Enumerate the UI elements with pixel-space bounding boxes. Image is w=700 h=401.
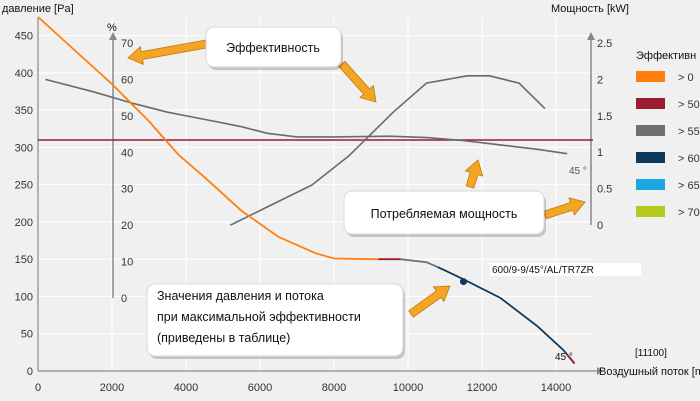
model-label-box (490, 263, 641, 276)
legend-label: > 55 (678, 126, 700, 138)
callout-arrow (127, 39, 208, 66)
unit-code: [11100] (635, 348, 667, 359)
efficiency-axis-arrow (109, 32, 117, 40)
power-axis-arrow (587, 32, 595, 40)
legend-swatch (636, 71, 665, 82)
efficiency-tick-label: 70 (121, 38, 133, 50)
legend-swatch (636, 179, 665, 190)
callout-arrow (408, 285, 451, 318)
power-tick-label: 0.5 (597, 184, 612, 196)
legend-label: > 50 (678, 99, 700, 111)
legend-swatch (636, 98, 665, 109)
pressure-tick-label: 50 (21, 329, 33, 341)
pressure-curve-segment (566, 354, 576, 365)
pressure-tick-labels: 0 50 100 150 200 250 300 350 400 450 (15, 31, 33, 378)
pressure-tick-label: 350 (15, 105, 33, 117)
efficiency-tick-labels: 0 10 20 30 40 50 60 70 (121, 38, 133, 305)
efficiency-axis-unit: % (107, 22, 117, 34)
airflow-tick-label: 12000 (467, 382, 498, 394)
efficiency-curve (230, 75, 546, 226)
power-tick-label: 2 (597, 74, 603, 86)
efficiency-tick-label: 20 (121, 220, 133, 232)
efficiency-tick-label: 10 (121, 257, 133, 269)
legend-label: > 60 (678, 153, 700, 165)
efficiency-tick-label: 30 (121, 184, 133, 196)
legend-label: > 0 (678, 72, 694, 84)
power-tick-label: 2.5 (597, 38, 612, 50)
airflow-tick-label: 14000 (541, 382, 572, 394)
airflow-tick-label: 6000 (248, 382, 272, 394)
legend-label: > 70 (678, 207, 700, 219)
airflow-tick-labels: 0 2000 4000 6000 8000 10000 12000 14000 (35, 382, 571, 394)
legend-label: > 65 (678, 180, 700, 192)
best-efficiency-point (460, 278, 467, 286)
pressure-tick-label: 250 (15, 180, 33, 192)
pressure-tick-label: 400 (15, 68, 33, 80)
callout-text: (приведены в таблице) (157, 331, 290, 345)
y-right-title: Мощность [kW] (551, 3, 629, 15)
efficiency-tick-label: 0 (121, 293, 127, 305)
x-axis-arrow (597, 367, 603, 375)
callout-arrow (464, 159, 484, 189)
callout-arrow (338, 60, 377, 103)
callout-box (146, 283, 404, 357)
efficiency-tick-label: 60 (121, 74, 133, 86)
pressure-curve-segment (437, 266, 576, 365)
pressure-tick-label: 0 (27, 366, 33, 378)
callout-text: Потребляемая мощность (371, 207, 518, 221)
y-left-title: давление [Pa] (2, 3, 74, 15)
series-layer (37, 16, 593, 365)
pressure-tick-label: 450 (15, 31, 33, 43)
pressure-curve-segment (400, 258, 438, 268)
callout-text: при максимальной эффективности (157, 310, 361, 324)
power-curve (45, 78, 568, 155)
legend-title: Эффективн (636, 50, 696, 62)
airflow-tick-label: 2000 (100, 382, 124, 394)
pressure-curve-label: 45 ° (555, 352, 573, 363)
callout-box (343, 190, 545, 235)
pressure-curve-segment (37, 16, 379, 261)
efficiency-tick-label: 50 (121, 111, 133, 123)
pressure-tick-label: 200 (15, 217, 33, 229)
callouts: Эффективность Потребляемая мощность Значен… (127, 26, 586, 359)
airflow-tick-label: 0 (35, 382, 41, 394)
axes (37, 17, 603, 375)
legend: Эффективн > 0 > 50 > 55 > 60 > 65 > 70 (636, 50, 700, 219)
callout-text: Значения давления и потока (157, 289, 324, 303)
power-tick-label: 0 (597, 220, 603, 232)
legend-swatch (636, 125, 665, 136)
airflow-tick-label: 10000 (393, 382, 424, 394)
legend-swatch (636, 206, 665, 217)
callout-text: Эффективность (226, 41, 320, 55)
pressure-tick-label: 100 (15, 291, 33, 303)
legend-swatch (636, 152, 665, 163)
airflow-tick-label: 8000 (322, 382, 346, 394)
model-label: 600/9-9/45°/AL/TR7ZR (492, 265, 594, 276)
power-tick-label: 1 (597, 147, 603, 159)
airflow-tick-label: 4000 (174, 382, 198, 394)
x-axis-title: Воздушный поток [m³/h] (599, 366, 700, 378)
efficiency-tick-label: 40 (121, 147, 133, 159)
pressure-tick-label: 150 (15, 254, 33, 266)
callout-arrow (543, 197, 586, 220)
pressure-tick-label: 300 (15, 142, 33, 154)
power-tick-label: 1.5 (597, 111, 612, 123)
callout-box (205, 26, 342, 68)
power-tick-labels: 0 0.5 1 1.5 2 2.5 (597, 38, 612, 232)
power-curve-label: 45 ° (569, 166, 587, 177)
